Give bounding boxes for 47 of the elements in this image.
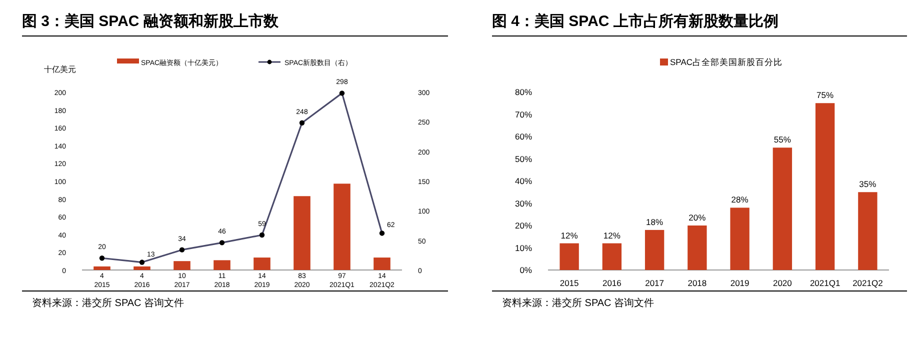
text: 资料来源：港交所 SPAC 咨询文件 [32, 297, 184, 309]
data-label: 12% [603, 230, 621, 240]
bar [560, 243, 579, 270]
x-tick-label: 2021Q2 [852, 278, 884, 288]
bar [254, 258, 270, 270]
bar [374, 258, 390, 270]
x-tick-label: 2016 [602, 278, 622, 288]
bar [815, 103, 835, 270]
x-tick-label: 2019 [730, 278, 750, 288]
y-axis-title: 十亿美元 [44, 65, 76, 74]
bar [644, 230, 664, 270]
y-tick-label: 60% [514, 132, 532, 142]
data-label: 55% [774, 134, 792, 145]
data-label: 75% [816, 90, 834, 100]
y-tick-label: 40% [514, 176, 532, 186]
bar [334, 184, 350, 270]
bar [94, 266, 110, 270]
bar [772, 148, 792, 270]
y-tick-label: 0% [520, 265, 532, 275]
bar [134, 266, 150, 270]
data-label: 35% [859, 179, 877, 190]
bar [858, 192, 878, 270]
legend: SPAC占全部美国新股百分比 [660, 57, 783, 67]
data-label: 20% [688, 212, 706, 222]
y-tick-label: 50% [514, 154, 532, 164]
data-label: 18% [646, 216, 664, 227]
bar [294, 196, 310, 270]
chart-title: 图 3：美国 SPAC 融资额和新股上市数 [22, 12, 280, 30]
text: 资料来源：港交所 SPAC 咨询文件 [502, 297, 654, 309]
bar [730, 208, 750, 270]
x-tick-label: 2021Q1 [810, 278, 840, 288]
y-tick-label: 70% [514, 109, 532, 120]
data-label: 28% [731, 194, 749, 205]
data-label: 12% [560, 230, 578, 240]
bar [688, 226, 707, 270]
chart-title: 图 4：美国 SPAC 上市占所有新股数量比例 [492, 12, 778, 30]
bar [214, 260, 230, 270]
y-tick-label: 80% [514, 87, 532, 97]
x-tick-label: 2015 [560, 278, 580, 288]
bar [174, 261, 190, 270]
bar [602, 243, 622, 270]
y-tick-label: 20% [514, 220, 532, 230]
y-tick-label: 30% [514, 198, 532, 208]
y-tick-label: 10% [514, 242, 532, 253]
x-tick-label: 2018 [688, 278, 707, 288]
x-tick-label: 2020 [772, 278, 792, 288]
x-tick-label: 2017 [645, 278, 664, 288]
